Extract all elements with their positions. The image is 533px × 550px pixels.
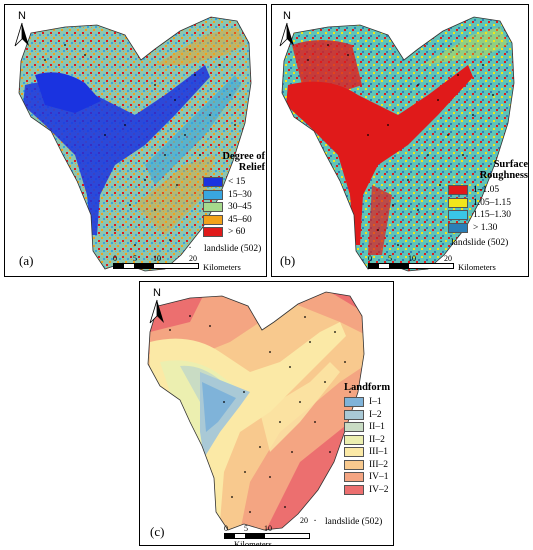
legend-label: I–1 [369, 397, 382, 408]
legend-label: III–2 [369, 459, 388, 470]
legend-label: 45–60 [228, 214, 252, 225]
legend-swatch [203, 202, 223, 213]
legend-swatch [344, 472, 364, 483]
legend-c-item: IV–2 [344, 484, 393, 497]
legend-swatch [203, 227, 223, 238]
legend-label: > 60 [228, 227, 246, 238]
legend-label: 1.05–1.15 [473, 197, 511, 208]
legend-label: < 15 [228, 177, 246, 188]
legend-label: II–2 [369, 434, 385, 445]
north-arrow-icon [14, 22, 29, 47]
scale-bar-a: 0 5 10 20 Kilometers [113, 254, 241, 272]
legend-b-title-2: Roughness [479, 170, 528, 181]
landslide-points-b [307, 44, 494, 246]
legend-swatch [448, 210, 468, 221]
legend-swatch [344, 422, 364, 433]
north-arrow-icon [149, 299, 164, 324]
legend-label: > 1.30 [473, 222, 498, 233]
north-arrow-b: N [276, 11, 298, 51]
legend-a-title-1: Degree of [222, 151, 265, 162]
north-arrow-icon [279, 22, 294, 47]
legend-label: III–1 [369, 447, 388, 458]
legend-label: I–2 [369, 409, 382, 420]
map-b-study-area [281, 16, 515, 272]
landslide-legend-b: · landslide (502) [439, 237, 509, 249]
legend-swatch [344, 434, 364, 445]
legend-label: 1–1.05 [473, 185, 500, 196]
landslide-legend-a: · landslide (502) [188, 243, 262, 255]
legend-swatch [448, 197, 468, 208]
legend-swatch [344, 409, 364, 420]
legend-c-item: II–1 [344, 421, 393, 434]
panel-c-landform: N Landform I–1 I–2 II–1 II–2 III–1 III–2 IV–1 I… [139, 281, 394, 546]
legend-swatch [203, 189, 223, 200]
legend-swatch [448, 185, 468, 196]
legend-a-item: < 15 [203, 176, 265, 189]
panel-label-a: (a) [19, 253, 34, 268]
legend-a-item: 45–60 [203, 214, 265, 227]
map-a-study-area [18, 16, 252, 272]
legend-c-item: III–1 [344, 446, 393, 459]
legend-c: Landform I–1 I–2 II–1 II–2 III–1 III–2 IV–1 IV–… [344, 382, 393, 497]
panel-label-c: (c) [150, 524, 165, 539]
legend-a-item: 30–45 [203, 201, 265, 214]
panel-b-surface-roughness: N Surface Roughness 1–1.05 1.05–1.15 1.15–… [271, 4, 529, 277]
legend-swatch [344, 447, 364, 458]
legend-b-title-1: Surface [493, 159, 528, 170]
legend-a-item: 15–30 [203, 189, 265, 202]
legend-c-item: I–1 [344, 396, 393, 409]
legend-a-title-2: Relief [238, 162, 265, 173]
legend-swatch [344, 459, 364, 470]
legend-label: II–1 [369, 422, 385, 433]
scale-bar-c: 0 5 10 20 Kilometers [224, 516, 310, 546]
legend-c-item: I–2 [344, 409, 393, 422]
scale-bar-b: 0 5 10 20 Kilometers [368, 254, 496, 272]
legend-a: Degree of Relief < 15 15–30 30–45 45–60 > 60 [203, 151, 265, 239]
legend-b: Surface Roughness 1–1.05 1.05–1.15 1.15–1.… [448, 159, 528, 234]
legend-label: IV–1 [369, 472, 389, 483]
landslide-legend-c: · landslide (502) [313, 516, 383, 528]
legend-swatch [203, 214, 223, 225]
legend-label: 15–30 [228, 189, 252, 200]
legend-label: IV–2 [369, 484, 389, 495]
legend-b-item: 1.05–1.15 [448, 197, 528, 210]
north-arrow-c: N [146, 288, 168, 328]
legend-swatch [344, 397, 364, 408]
map-c-study-area [147, 291, 365, 531]
panel-label-b: (b) [280, 253, 296, 268]
legend-b-item: 1.15–1.30 [448, 209, 528, 222]
legend-label: 1.15–1.30 [473, 210, 511, 221]
legend-swatch [203, 177, 223, 188]
legend-swatch [344, 484, 364, 495]
panel-a-degree-of-relief: N Degree of Relief < 15 15–30 30–45 45–60 > … [4, 4, 267, 277]
legend-c-item: IV–1 [344, 471, 393, 484]
legend-c-title: Landform [344, 382, 391, 393]
legend-b-item: 1–1.05 [448, 184, 528, 197]
north-arrow-a: N [11, 11, 33, 51]
legend-c-item: II–2 [344, 434, 393, 447]
legend-label: 30–45 [228, 202, 252, 213]
legend-a-item: > 60 [203, 226, 265, 239]
landslide-points-c [169, 315, 351, 513]
legend-c-item: III–2 [344, 459, 393, 472]
legend-b-item: > 1.30 [448, 222, 528, 235]
legend-swatch [448, 222, 468, 233]
